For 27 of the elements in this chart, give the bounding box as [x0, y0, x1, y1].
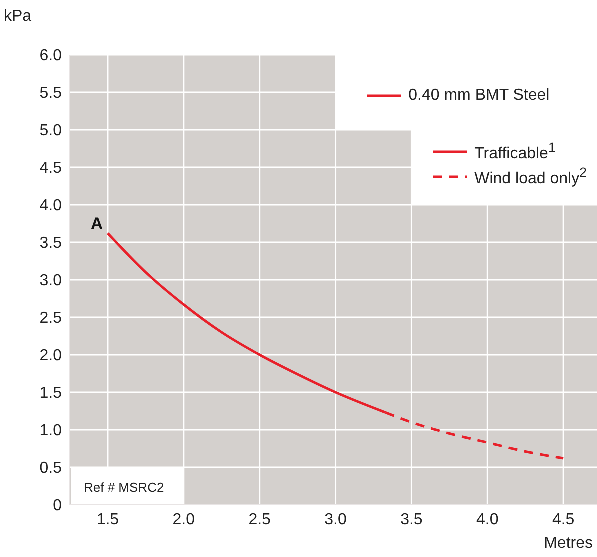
y-tick-label: 3.5	[40, 235, 62, 252]
y-tick-label: 5.0	[40, 122, 62, 140]
x-tick-label: 4.5	[552, 511, 575, 528]
legend-label: Trafficable$^{1}$	[474, 140, 556, 164]
y-tick-label: 2.0	[40, 348, 62, 365]
y-tick-label: 4.0	[40, 198, 62, 215]
x-tick-label: 2.0	[172, 511, 196, 528]
x-tick-label: 3.5	[400, 511, 423, 528]
y-tick-label: 1.0	[40, 422, 62, 440]
y-tick-label: 4.5	[40, 160, 62, 178]
y-axis-title: kPa	[4, 8, 32, 26]
x-tick-label: 2.5	[248, 511, 272, 528]
y-tick-label: 2.5	[40, 310, 62, 328]
legend-title: 0.40 mm BMT Steel	[408, 87, 550, 105]
annotation: Ref # MSRC2	[84, 480, 164, 495]
y-tick-label: 6.0	[40, 48, 62, 65]
y-tick-label: 0	[53, 498, 62, 515]
annotation: A	[90, 214, 104, 234]
x-tick-label: 4.0	[476, 511, 499, 528]
legend-label: Wind load only$^{2}$	[474, 164, 587, 188]
x-tick-label: 1.5	[96, 511, 120, 528]
y-tick-label: 0.5	[40, 460, 62, 478]
y-tick-label: 3.0	[40, 272, 62, 290]
y-tick-label: 5.5	[40, 85, 62, 102]
x-tick-label: 3.0	[324, 511, 347, 528]
y-tick-label: 1.5	[40, 385, 62, 402]
x-axis-title: Metres	[544, 535, 593, 553]
